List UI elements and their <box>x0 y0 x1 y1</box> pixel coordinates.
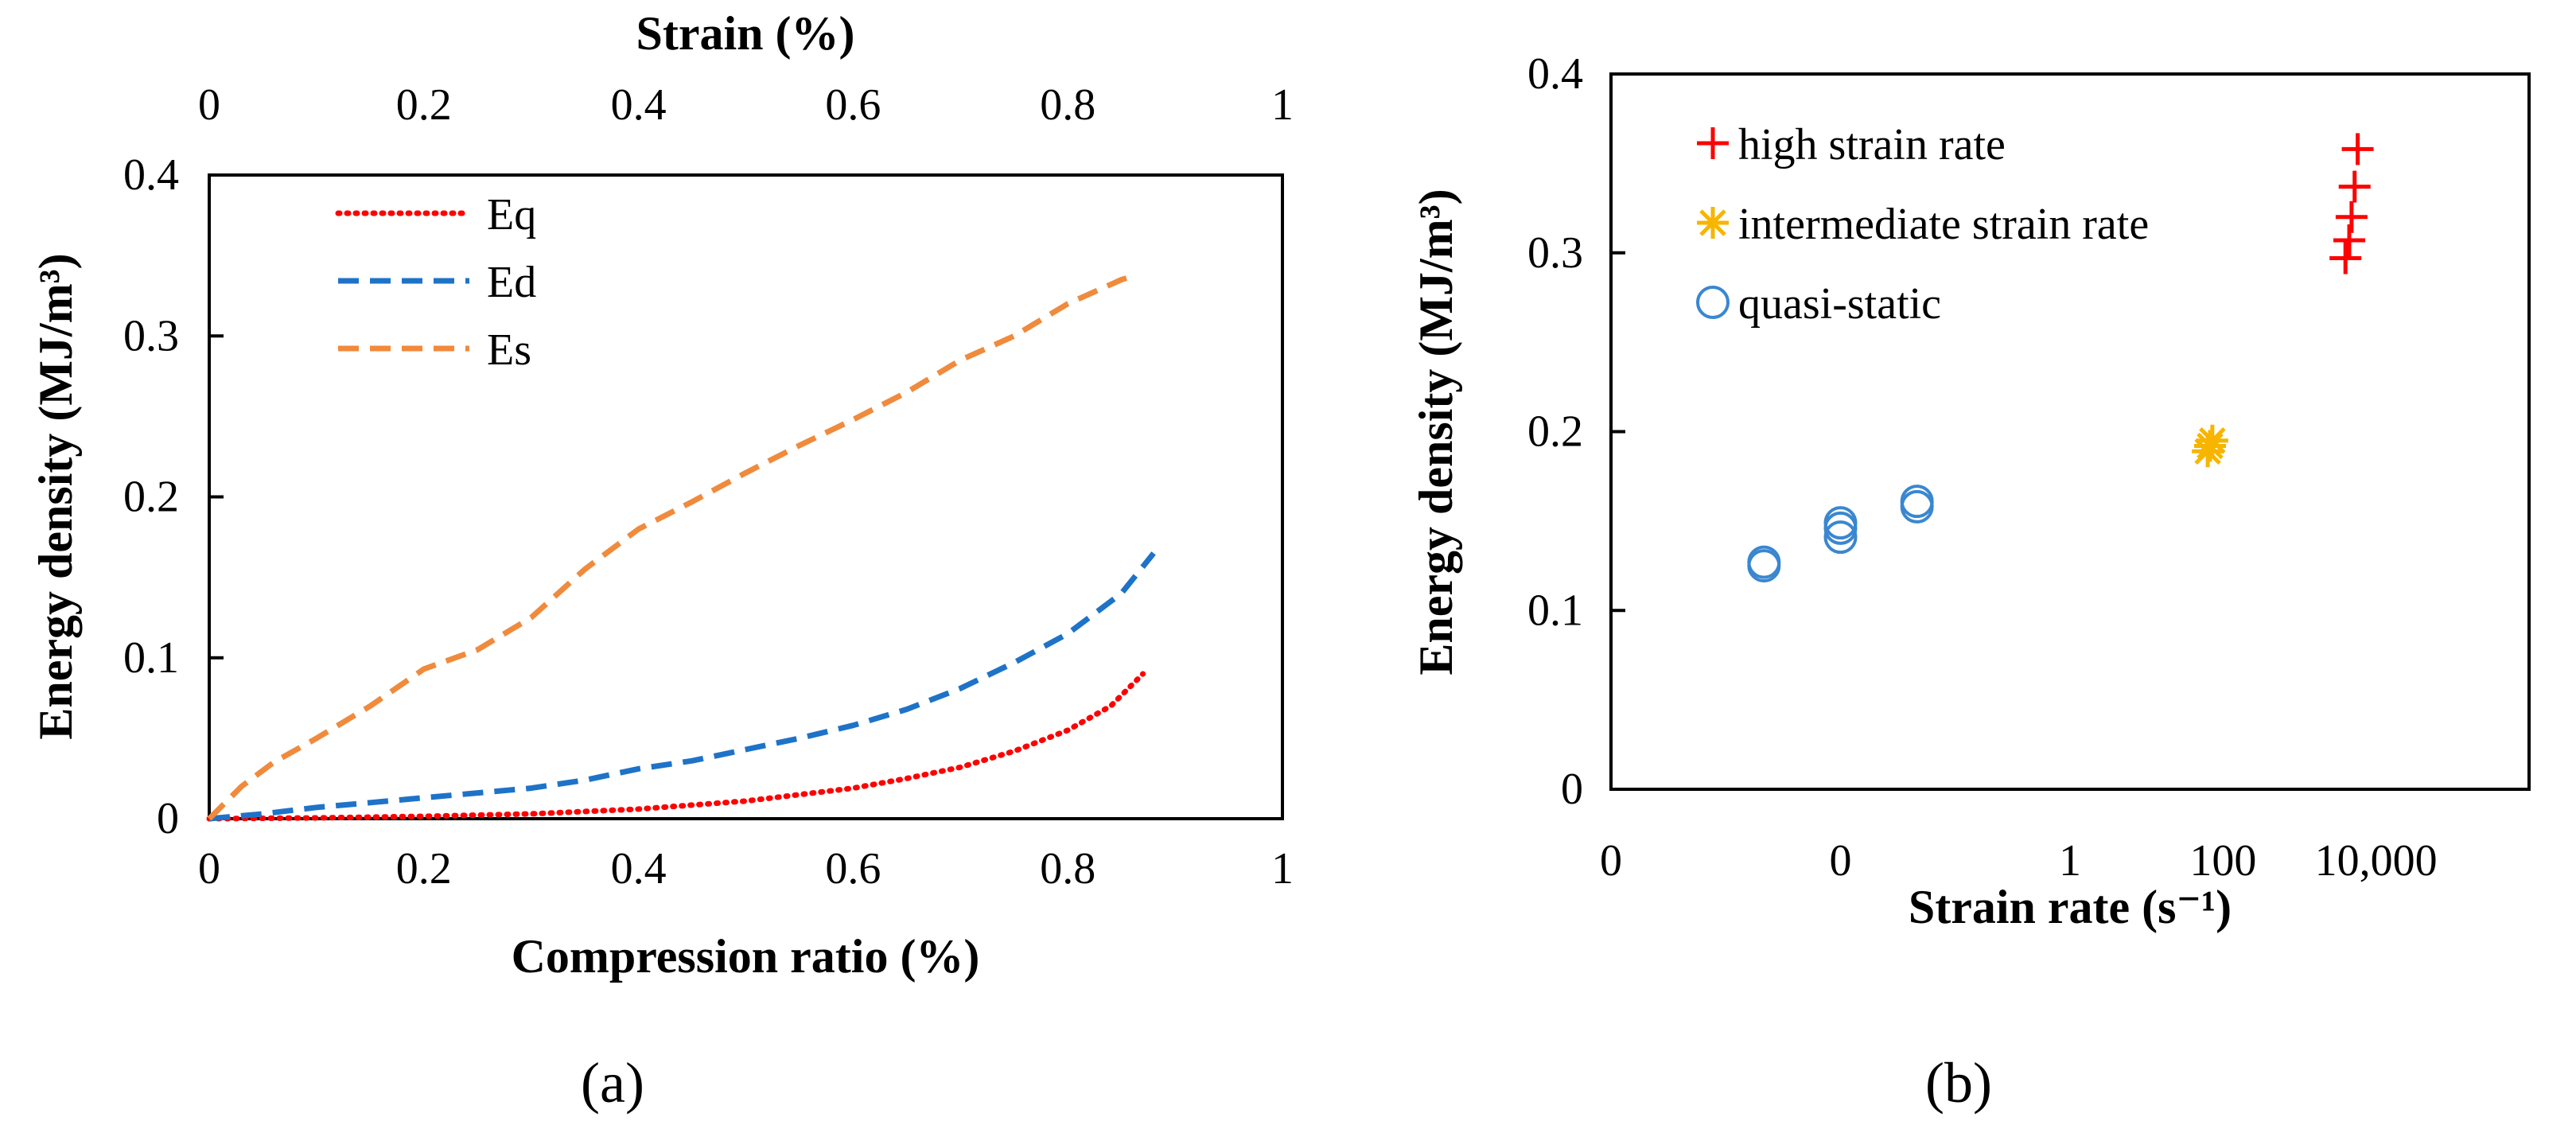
chart-a-x-tick-label: 1 <box>1271 844 1294 893</box>
chart-b-point-circle <box>1900 485 1934 519</box>
chart-a-y-tick-label: 0.3 <box>123 311 179 360</box>
chart-b-x-tick-label: 1 <box>2059 836 2081 886</box>
chart-a-legend-label: Ed <box>487 258 536 307</box>
chart-b-legend-label: intermediate strain rate <box>1738 200 2149 249</box>
chart-b-panel-label: (b) <box>1925 1051 1992 1115</box>
chart-b-x-tick-label: 0 <box>1830 836 1852 886</box>
chart-b-x-axis-title: Strain rate (s⁻¹) <box>1909 881 2232 933</box>
chart-a-top-x-ticks: 0 0.2 0.4 0.6 0.8 1 <box>198 80 1294 130</box>
chart-b-legend-label: high strain rate <box>1738 120 2006 169</box>
chart-a-y-tick-label: 0.2 <box>123 473 179 522</box>
chart-b-y-axis-title: Energy density (MJ/m³) <box>1410 189 1462 675</box>
chart-a-y-ticks: 0 0.1 0.2 0.3 0.4 <box>123 150 224 843</box>
chart-b-y-tick-label: 0.4 <box>1527 49 1583 99</box>
chart-a-y-axis-title: Energy density (MJ/m³) <box>29 253 82 739</box>
chart-a-top-x-tick-label: 0.2 <box>396 80 452 130</box>
chart-b-y-tick-label: 0.2 <box>1527 407 1583 457</box>
chart-a-y-tick-label: 0.1 <box>123 633 179 683</box>
chart-a-y-tick-label: 0.4 <box>123 150 179 200</box>
chart-b-y-tick-label: 0.1 <box>1527 586 1583 635</box>
chart-a-x-tick-label: 0 <box>198 844 220 893</box>
chart-a-x-tick-label: 0.6 <box>825 844 881 893</box>
chart-a-x-tick-label: 0.8 <box>1040 844 1095 893</box>
chart-a-x-tick-label: 0.2 <box>396 844 452 893</box>
chart-b-x-tick-label: 0 <box>1600 836 1622 886</box>
chart-b-legend-marker <box>1697 127 1729 159</box>
chart-b-legend: high strain rate intermediate strain rate… <box>1696 120 2149 329</box>
chart-a-series <box>206 274 1156 822</box>
chart-b-point-circle <box>1823 520 1858 555</box>
chart-a-y-tick-label: 0 <box>157 794 179 843</box>
chart-b-x-tick-label: 100 <box>2189 836 2256 886</box>
chart-a: 0 0.2 0.4 0.6 0.8 1 0 0.2 0.4 0.6 0.8 1 0 0.1 0.2 0.3… <box>29 7 1294 1115</box>
chart-b-legend-marker <box>1696 286 1730 319</box>
chart-a-x-ticks: 0 0.2 0.4 0.6 0.8 1 <box>198 844 1294 893</box>
chart-b-point-plus <box>2329 242 2362 274</box>
chart-a-top-x-axis-title: Strain (%) <box>636 7 855 60</box>
chart-b-point-plus <box>2341 133 2374 165</box>
chart-b-y-ticks: 0 0.1 0.2 0.3 0.4 <box>1527 49 1625 814</box>
chart-a-top-x-tick-label: 0.4 <box>611 80 667 130</box>
chart-b-point-circle <box>1823 506 1858 540</box>
chart-a-series-line-eq <box>206 671 1146 822</box>
chart-b-legend-marker <box>1697 207 1729 239</box>
chart-a-top-x-tick-label: 0.8 <box>1040 80 1095 130</box>
chart-b-x-tick-label: 10,000 <box>2315 836 2438 886</box>
chart-b-point-star <box>2193 430 2226 462</box>
chart-a-top-x-tick-label: 0.6 <box>825 80 881 130</box>
chart-b-point-circle <box>1747 545 1781 579</box>
chart-b-y-tick-label: 0 <box>1561 765 1583 814</box>
chart-b-plot-frame <box>1609 72 2531 791</box>
chart-b: 0 0 1 100 10,000 00.10.20.30.4 high strain r… <box>1410 49 2531 1115</box>
chart-a-legend: Eq Ed Es <box>335 190 536 375</box>
chart-a-panel-label: (a) <box>581 1051 644 1115</box>
chart-b-legend-label: quasi-static <box>1738 279 1941 329</box>
chart-a-x-axis-title: Compression ratio (%) <box>512 930 980 983</box>
chart-b-y-tick-label: 0.3 <box>1527 228 1583 278</box>
chart-b-point-plus <box>2333 224 2366 257</box>
chart-b-point-plus <box>2335 200 2368 233</box>
chart-b-series <box>1747 133 2374 583</box>
chart-b-point-star <box>2196 424 2228 457</box>
chart-a-top-x-tick-label: 1 <box>1271 80 1294 130</box>
chart-a-plot-frame <box>208 173 1284 820</box>
chart-b-x-ticks: 0 0 1 100 10,000 <box>1600 836 2438 886</box>
chart-b-point-plus <box>2338 170 2371 203</box>
chart-a-legend-label: Es <box>487 325 531 375</box>
chart-a-legend-label: Eq <box>487 190 536 239</box>
chart-a-series-line-es <box>207 274 1134 821</box>
chart-a-top-x-tick-label: 0 <box>198 80 220 130</box>
chart-a-x-tick-label: 0.4 <box>611 844 667 893</box>
chart-a-series-line-ed <box>208 551 1156 822</box>
